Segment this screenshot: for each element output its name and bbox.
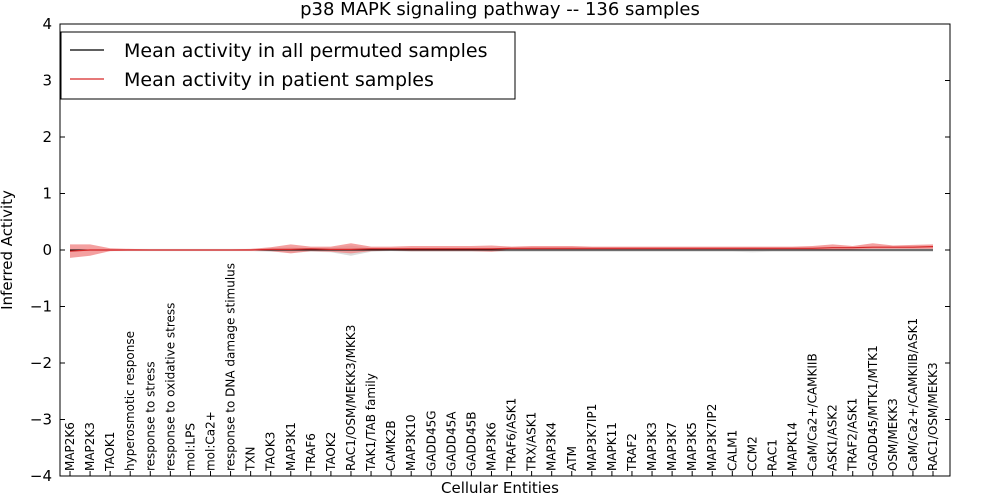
x-tick-label: MAP3K7IP2 xyxy=(705,404,719,471)
x-tick-label: GADD45/MTK1/MTK1 xyxy=(866,345,880,471)
x-tick-label: TAOK1 xyxy=(103,432,117,472)
y-tick-label: 1 xyxy=(42,185,52,203)
x-tick-label: TRAF2 xyxy=(625,433,639,472)
x-tick-label: TRAF6 xyxy=(304,433,318,472)
x-tick-label: CaM/Ca2+/CAMKIIB/ASK1 xyxy=(906,318,920,471)
legend: Mean activity in all permuted samples Me… xyxy=(60,31,516,100)
x-tick-label: TRAF2/ASK1 xyxy=(846,398,860,472)
x-tick-label: MAP3K10 xyxy=(404,414,418,471)
x-tick-label: response to stress xyxy=(143,361,157,471)
y-tick-label: 0 xyxy=(42,241,52,259)
x-axis-label: Cellular Entities xyxy=(441,479,559,497)
x-tick-label: TXN xyxy=(244,446,258,472)
x-tick-label: TRAF6/ASK1 xyxy=(505,398,519,472)
x-tick-label: GADD45B xyxy=(464,411,478,471)
chart-title: p38 MAPK signaling pathway -- 136 sample… xyxy=(300,0,700,20)
legend-box xyxy=(60,31,516,100)
x-tick-label: MAPK14 xyxy=(786,422,800,471)
y-tick-label: −2 xyxy=(30,354,52,372)
x-tick-label: MAP3K7 xyxy=(665,422,679,471)
x-tick-label: TAOK3 xyxy=(264,432,278,472)
x-tick-label: hyperosmotic response xyxy=(123,331,137,471)
x-tick-label: MAPK11 xyxy=(605,422,619,471)
legend-label-permuted: Mean activity in all permuted samples xyxy=(124,40,487,62)
x-tick-label: MAP3K7IP1 xyxy=(585,404,599,471)
y-tick-label: −3 xyxy=(30,411,52,429)
x-tick-label: ASK1/ASK2 xyxy=(826,404,840,471)
x-tick-label: CCM2 xyxy=(745,436,759,471)
y-tick-label: 2 xyxy=(42,128,52,146)
x-tick-label: MAP3K6 xyxy=(484,422,498,471)
x-tick-label: ATM xyxy=(565,446,579,471)
x-tick-label: CALM1 xyxy=(725,430,739,471)
x-tick-label: TAOK2 xyxy=(324,432,338,472)
y-tick-label: 3 xyxy=(42,72,52,90)
x-tick-label: MAP3K1 xyxy=(284,422,298,471)
x-tick-label: GADD45G xyxy=(424,410,438,471)
x-tick-label: RAC1/OSM/MEKK3/MKK3 xyxy=(344,325,358,471)
x-tick-label: MAP2K6 xyxy=(63,422,77,471)
x-tick-label: mol:LPS xyxy=(183,423,197,471)
x-tick-label: CaM/Ca2+/CAMKIIB xyxy=(806,353,820,471)
x-tick-label: GADD45A xyxy=(444,411,458,471)
x-tick-label: response to oxidative stress xyxy=(163,303,177,471)
x-tick-label: CAMK2B xyxy=(384,420,398,471)
x-tick-label: OSM/MEKK3 xyxy=(886,398,900,471)
band-series-1 xyxy=(70,243,933,258)
x-tick-label: mol:Ca2+ xyxy=(203,411,217,471)
y-tick-label: −1 xyxy=(30,298,52,316)
x-tick-label: RAC1 xyxy=(765,439,779,471)
legend-label-patient: Mean activity in patient samples xyxy=(124,69,434,91)
x-tick-label: MAP3K4 xyxy=(545,422,559,471)
y-tick-label: −4 xyxy=(30,467,52,485)
x-tick-label: MAP3K3 xyxy=(645,422,659,471)
x-tick-label: MAP3K5 xyxy=(685,422,699,471)
x-tick-label: TRX/ASK1 xyxy=(525,412,539,472)
x-tick-label: TAK1/TAB family xyxy=(364,373,378,472)
line-series-1 xyxy=(69,246,934,252)
x-tick-label: response to DNA damage stimulus xyxy=(224,263,238,471)
y-axis-label: Inferred Activity xyxy=(0,190,16,310)
x-tick-label: MAP2K3 xyxy=(83,422,97,471)
y-tick-label: 4 xyxy=(42,15,52,33)
x-tick-label: RAC1/OSM/MEKK3 xyxy=(926,362,940,471)
